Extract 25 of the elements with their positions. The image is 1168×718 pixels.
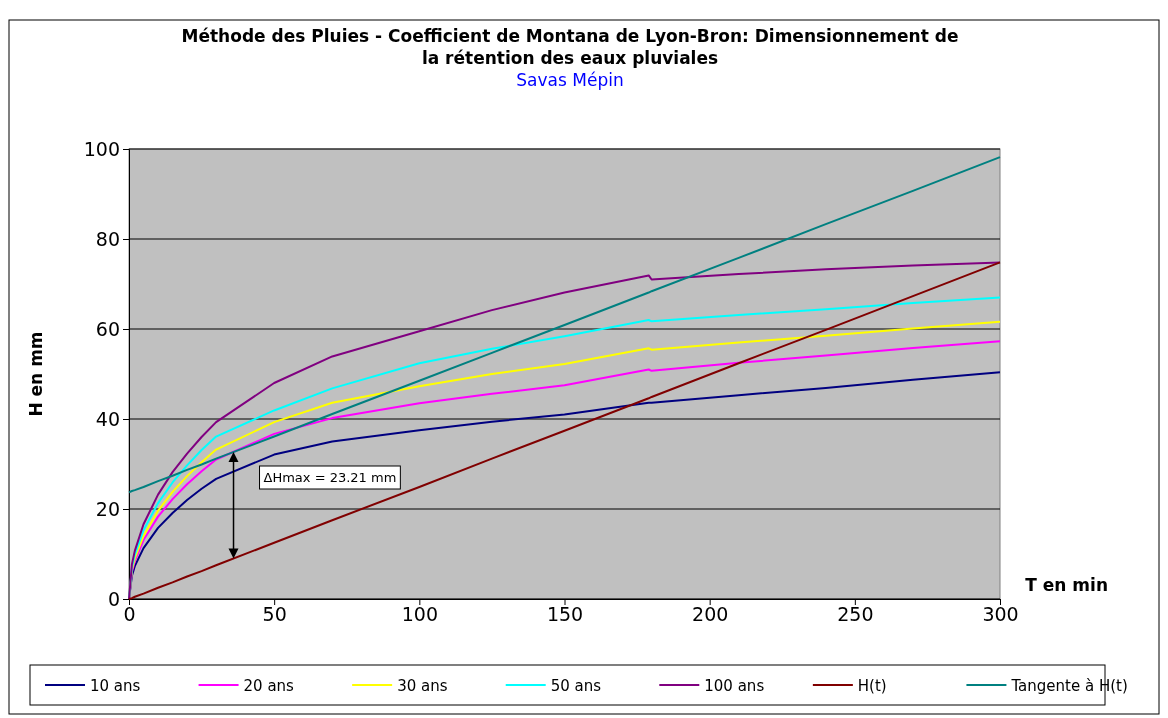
x-axis-title: T en min (1025, 575, 1108, 595)
chart-subtitle: Savas Mépin (516, 70, 624, 90)
y-tick-label: 20 (95, 497, 120, 520)
x-tick-label: 300 (982, 603, 1019, 626)
y-tick-label: 100 (83, 137, 120, 160)
y-tick-label: 40 (95, 407, 120, 430)
legend-label: 30 ans (397, 677, 448, 695)
x-tick-label: 250 (837, 603, 874, 626)
annotation: ΔHmax = 23.21 mm (263, 470, 397, 485)
x-tick-label: 150 (546, 603, 584, 626)
legend-label: 20 ans (243, 677, 295, 695)
legend-label: 10 ans (90, 677, 141, 695)
legend-label: H(t) (857, 677, 887, 695)
legend-label: 100 ans (704, 677, 765, 695)
x-tick-label: 0 (123, 603, 136, 626)
y-tick-label: 0 (107, 587, 120, 610)
legend-label: Tangente à H(t) (1010, 677, 1128, 695)
y-tick-label: 60 (95, 317, 120, 340)
chart-title: Méthode des Pluies - Coefficient de Montana de Lyon-Bron: Dimensionnement de la rétention des eaux pluviales (181, 26, 959, 68)
x-tick-label: 100 (401, 603, 438, 626)
x-tick-label: 50 (262, 603, 287, 626)
legend-label: 50 ans (550, 677, 602, 695)
y-tick-label: 80 (95, 227, 120, 250)
y-axis-title: H en mm (26, 331, 46, 417)
x-tick-label: 200 (692, 603, 729, 626)
